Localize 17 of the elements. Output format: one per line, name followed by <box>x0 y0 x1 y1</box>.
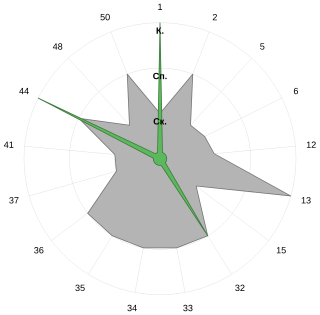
spoke-label: 6 <box>294 88 298 94</box>
spoke-label: 37 <box>9 197 19 204</box>
spoke-label: 44 <box>19 88 29 94</box>
spoke-label: 2 <box>212 14 217 20</box>
spoke-label: 50 <box>100 14 110 20</box>
spoke-label: 12 <box>306 142 316 148</box>
spoke-label: 1 <box>158 4 162 10</box>
spoke-label: 41 <box>4 142 14 148</box>
spoke-label: 15 <box>276 247 286 254</box>
spoke-label: 48 <box>52 43 62 50</box>
spoke-label: 33 <box>183 304 193 312</box>
spoke-label: 13 <box>302 197 311 204</box>
spoke-label: 34 <box>127 304 137 312</box>
spoke-label: 32 <box>235 284 245 292</box>
spoke-label: 36 <box>34 247 44 254</box>
spoke-label: 35 <box>75 284 85 292</box>
spoke-label: 5 <box>260 43 264 50</box>
